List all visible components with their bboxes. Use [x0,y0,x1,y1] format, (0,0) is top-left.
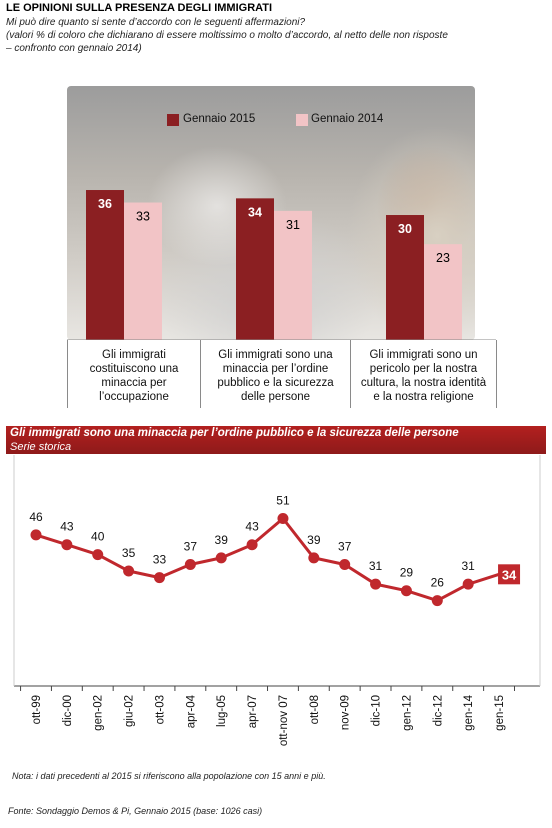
data-point [277,512,289,524]
data-label: 33 [153,553,167,567]
data-point [400,585,412,597]
category-label-occupazione: Gli immigrati costituiscono una minaccia… [89,349,179,403]
bar-2014 [274,210,312,340]
bar-value-label: 23 [436,251,450,265]
data-point [184,558,196,570]
bar-value-label: 33 [136,210,150,224]
data-point [431,595,443,607]
data-label: 37 [338,539,352,553]
highlight-value-box [498,564,521,585]
data-label: 26 [431,576,445,590]
data-point [61,539,73,551]
data-label: 43 [245,520,259,534]
data-point [339,558,351,570]
x-tick-label: dic-12 [432,695,444,726]
x-tick-label: gen-14 [463,694,475,730]
data-label: 39 [307,533,321,547]
category-divider [200,340,201,408]
series-header: Gli immigrati sono una minaccia per l’or… [6,426,546,454]
x-tick-label: dic-10 [371,695,383,726]
category-divider [350,340,351,408]
footnote: Nota: i dati precedenti al 2015 si rifer… [12,771,326,781]
data-label: 39 [215,533,229,547]
line-chart: 46 43 40 35 33 37 39 43 51 39 37 31 29 26 31 34 ott-99 di… [13,455,541,746]
category-divider [496,340,497,408]
legend-label-2015: Gennaio 2015 [183,113,256,125]
bar-2015 [86,190,124,340]
data-label: 29 [400,566,414,580]
series-line [35,517,500,603]
page-title: LE OPINIONI SULLA PRESENZA DEGLI IMMIGRA… [6,2,273,14]
data-point [123,565,135,577]
series-title: Gli immigrati sono una minaccia per l’or… [10,427,459,439]
question-note-line2: – confronto con gennaio 2014) [6,43,142,54]
legend-swatch-2014 [296,114,308,126]
bar-2015 [386,215,424,340]
bar-value-label: 36 [98,197,112,211]
bar-value-label: 31 [286,218,300,232]
category-label-cultura: Gli immigrati sono un pericolo per la no… [360,349,487,403]
data-point [246,539,258,551]
data-label: 37 [184,539,198,553]
data-label: 31 [462,559,476,573]
x-tick-label: lug-05 [216,695,228,727]
bar-2014 [424,244,462,340]
data-point [30,529,42,541]
bar-2015 [236,198,274,340]
data-point [308,552,320,564]
x-tick-label: gen-15 [494,695,506,731]
x-tick-label: ott-99 [31,695,43,724]
question-text: Mi può dire quanto si sente d’accordo co… [6,17,306,28]
legend-label-2014: Gennaio 2014 [311,113,384,125]
x-tick-label: nov-09 [340,695,352,730]
x-tick-label: ott-03 [154,695,166,724]
x-tick-label: gen-12 [401,695,413,731]
data-point [92,549,104,561]
x-tick-label: apr-07 [247,695,259,728]
bar-chart: 36 34 30 33 31 23 [67,190,496,340]
data-label: 34 [502,567,517,582]
data-point [370,578,382,590]
x-tick-label: giu-02 [124,695,136,727]
data-label: 40 [91,530,105,544]
x-tick-label: dic-00 [62,695,74,726]
x-tick-label: ott-nov 07 [278,695,290,746]
category-label-ordine-pubblico: Gli immigrati sono una minaccia per l’or… [217,349,334,403]
source-note: Fonte: Sondaggio Demos & Pi, Gennaio 201… [8,806,263,816]
data-label: 46 [29,510,43,524]
data-label: 43 [60,520,74,534]
question-note-line1: (valori % di coloro che dichiarano di es… [6,30,448,41]
data-point [462,578,474,590]
series-subtitle: Serie storica [10,441,72,453]
data-label: 51 [276,493,290,507]
data-label: 31 [369,559,383,573]
data-label: 35 [122,546,136,560]
legend-swatch-2015 [167,114,179,126]
bar-2014 [124,202,162,340]
bar-value-label: 34 [248,205,262,219]
data-point [215,552,227,564]
category-divider [67,340,68,408]
x-tick-label: ott-08 [309,695,321,724]
data-point [153,572,165,584]
x-tick-label: gen-02 [93,695,105,731]
x-tick-label: apr-04 [185,694,197,728]
bar-value-label: 30 [398,222,412,236]
